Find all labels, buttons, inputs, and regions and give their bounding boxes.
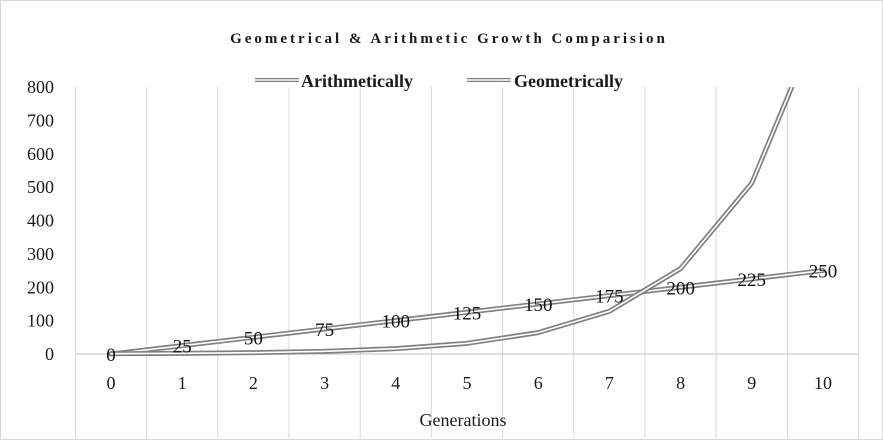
x-tick-label: 4 [391,373,400,393]
x-tick-label: 6 [534,373,543,393]
x-tick-label: 7 [605,373,614,393]
chart-title: Geometrical & Arithmetic Growth Comparis… [230,31,668,47]
data-label: 225 [738,270,767,291]
x-tick-label: 10 [814,373,832,393]
y-tick-label: 500 [27,177,54,197]
data-label: 75 [315,320,334,341]
data-label: 250 [809,262,838,283]
y-tick-label: 0 [45,344,54,364]
data-label: 50 [244,328,263,349]
data-label: 200 [666,278,695,299]
legend-item-geometrically: Geometrically [467,71,623,91]
data-label: 25 [173,337,192,358]
legend-label-arithmetically: Arithmetically [301,71,413,91]
x-tick-label: 8 [676,373,685,393]
y-tick-label: 300 [27,244,54,264]
x-tick-label: 9 [747,373,756,393]
x-tick-label: 5 [463,373,472,393]
y-tick-label: 200 [27,277,54,297]
y-tick-label: 700 [27,110,54,130]
y-tick-label: 800 [27,77,54,97]
legend-label-geometrically: Geometrically [514,71,623,91]
legend-item-arithmetically: Arithmetically [255,71,413,91]
x-tick-label: 1 [178,373,187,393]
x-tick-label: 2 [249,373,258,393]
data-label: 150 [524,295,553,316]
x-tick-label: 0 [107,373,116,393]
legend: Arithmetically Geometrically [255,71,623,91]
data-label: 100 [382,312,411,333]
y-tick-label: 100 [27,311,54,331]
y-tick-label: 600 [27,144,54,164]
data-label: 125 [453,303,482,324]
y-tick-label: 400 [27,211,54,231]
data-label: 0 [106,345,116,366]
data-label: 175 [595,287,624,308]
grid-layer [74,87,860,438]
x-axis-title: Generations [420,410,507,430]
series-lines [108,87,826,357]
data-labels: 0 25 50 75 100 125 150 175 200 225 250 [106,262,837,366]
x-tick-label: 3 [320,373,329,393]
